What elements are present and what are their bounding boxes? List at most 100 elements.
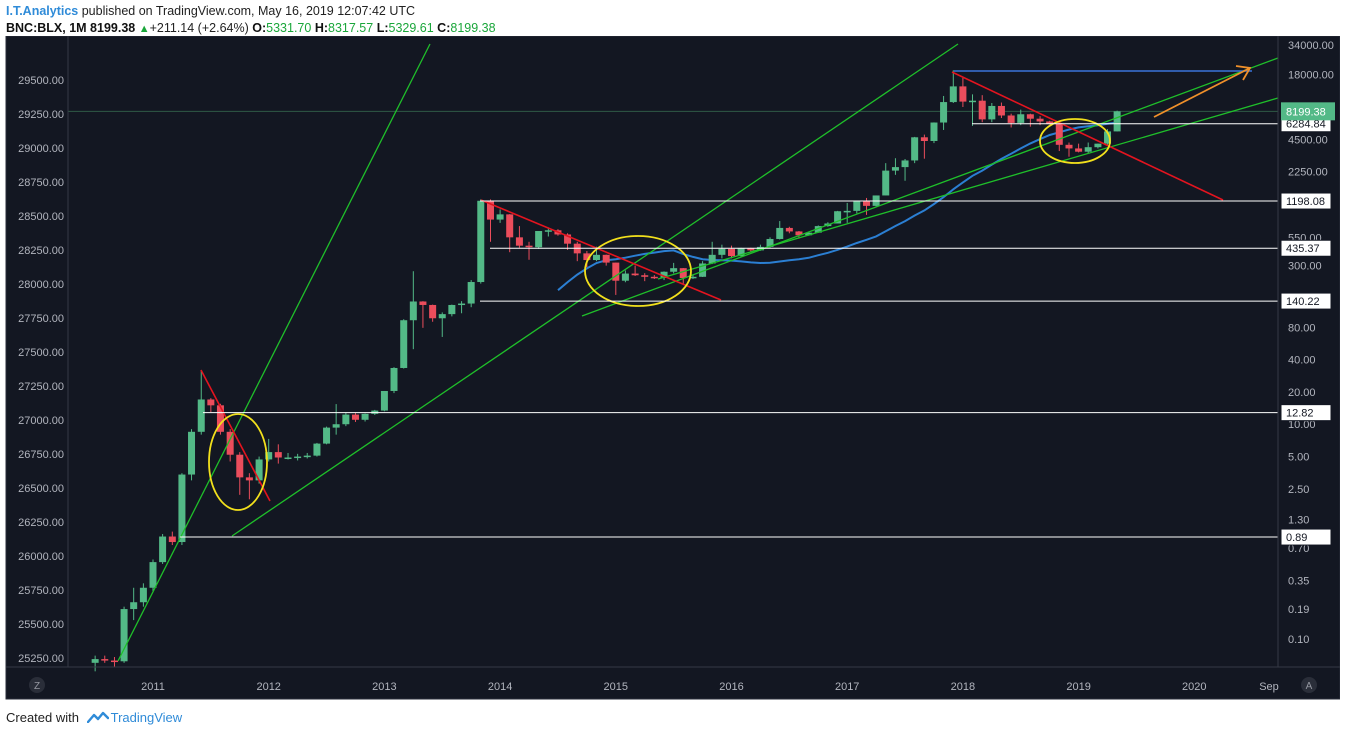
candle-down[interactable]	[1075, 148, 1083, 152]
candle-down[interactable]	[1046, 121, 1054, 124]
candle-up[interactable]	[1017, 114, 1025, 123]
candle-up[interactable]	[853, 201, 861, 211]
candle-down[interactable]	[1036, 118, 1044, 122]
candle-up[interactable]	[496, 214, 504, 220]
candle-down[interactable]	[631, 273, 639, 276]
candle-up[interactable]	[1094, 143, 1102, 148]
candle-down[interactable]	[978, 100, 986, 120]
candle-up[interactable]	[843, 210, 851, 213]
candle-up[interactable]	[814, 226, 822, 233]
candle-up[interactable]	[930, 122, 938, 142]
candle-up[interactable]	[467, 282, 475, 304]
candle-up[interactable]	[911, 137, 919, 161]
candle-up[interactable]	[689, 276, 697, 279]
candle-up[interactable]	[188, 431, 196, 475]
candle-down[interactable]	[863, 201, 871, 206]
candle-up[interactable]	[255, 459, 263, 481]
candle-up[interactable]	[91, 659, 99, 663]
candle-down[interactable]	[641, 275, 649, 277]
chart-area[interactable]: 29500.00 29250.00 29000.00 28750.00 28500.00…	[0, 36, 1340, 700]
candle-down[interactable]	[515, 237, 523, 246]
candle-up[interactable]	[1104, 131, 1112, 144]
candle-up[interactable]	[776, 227, 784, 239]
candle-up[interactable]	[323, 427, 331, 444]
candle-down[interactable]	[612, 262, 620, 281]
candle-down[interactable]	[997, 105, 1005, 116]
candle-down[interactable]	[650, 276, 658, 279]
candle-up[interactable]	[342, 414, 350, 425]
candle-up[interactable]	[294, 456, 302, 459]
candle-down[interactable]	[1065, 144, 1073, 149]
candle-up[interactable]	[940, 102, 948, 123]
candle-down[interactable]	[351, 414, 359, 420]
candle-down[interactable]	[101, 659, 109, 661]
candle-down[interactable]	[110, 660, 118, 663]
candle-up[interactable]	[766, 238, 774, 247]
candle-down[interactable]	[207, 399, 215, 406]
candle-down[interactable]	[419, 301, 427, 305]
candle-down[interactable]	[1026, 114, 1034, 119]
candle-up[interactable]	[390, 367, 398, 391]
tradingview-brand[interactable]: TradingView	[110, 710, 183, 725]
candle-up[interactable]	[400, 320, 408, 368]
candle-up[interactable]	[197, 399, 205, 432]
candle-up[interactable]	[409, 301, 417, 321]
candle-up[interactable]	[149, 562, 157, 588]
candle-up[interactable]	[660, 271, 668, 278]
candle-down[interactable]	[602, 254, 610, 263]
candle-up[interactable]	[361, 413, 369, 420]
candle-down[interactable]	[959, 86, 967, 102]
candle-up[interactable]	[1084, 147, 1092, 152]
candle-up[interactable]	[120, 609, 128, 662]
candle-down[interactable]	[168, 536, 176, 543]
left-corner-button[interactable]: Z	[29, 677, 45, 693]
candle-down[interactable]	[795, 231, 803, 236]
candle-up[interactable]	[988, 105, 996, 120]
candle-down[interactable]	[564, 234, 572, 244]
candle-up[interactable]	[834, 211, 842, 224]
right-corner-button[interactable]: A	[1301, 677, 1317, 693]
candle-up[interactable]	[969, 100, 977, 103]
candle-up[interactable]	[178, 474, 186, 543]
candle-up[interactable]	[737, 248, 745, 257]
candle-down[interactable]	[747, 248, 755, 251]
candle-up[interactable]	[621, 273, 629, 281]
candle-down[interactable]	[679, 268, 687, 278]
candle-down[interactable]	[274, 452, 282, 458]
candle-up[interactable]	[901, 160, 909, 168]
candle-up[interactable]	[535, 231, 543, 248]
candle-up[interactable]	[458, 303, 466, 306]
candle-down[interactable]	[506, 214, 514, 238]
candle-up[interactable]	[303, 455, 311, 458]
candle-up[interactable]	[159, 536, 167, 563]
candle-up[interactable]	[805, 232, 813, 236]
candle-down[interactable]	[920, 137, 928, 142]
candle-up[interactable]	[313, 443, 321, 456]
candle-up[interactable]	[670, 268, 678, 272]
candle-up[interactable]	[891, 167, 899, 171]
candle-up[interactable]	[332, 424, 340, 428]
candle-up[interactable]	[699, 263, 707, 277]
candle-down[interactable]	[429, 304, 437, 319]
candle-up[interactable]	[544, 230, 552, 232]
candle-down[interactable]	[583, 253, 591, 261]
candle-up[interactable]	[265, 452, 273, 460]
candle-down[interactable]	[728, 248, 735, 257]
candle-up[interactable]	[708, 254, 716, 264]
candle-down[interactable]	[1007, 115, 1015, 123]
candle-up[interactable]	[284, 457, 292, 459]
candle-down[interactable]	[226, 431, 234, 455]
candle-down[interactable]	[236, 454, 244, 478]
candle-up[interactable]	[592, 254, 600, 261]
candle-up[interactable]	[477, 200, 485, 283]
candle-up[interactable]	[949, 86, 957, 103]
candle-up[interactable]	[139, 587, 147, 603]
author-name[interactable]: I.T.Analytics	[6, 4, 79, 18]
candle-up[interactable]	[438, 314, 446, 319]
candle-up[interactable]	[1113, 111, 1121, 132]
candle-down[interactable]	[1055, 123, 1063, 145]
candle-down[interactable]	[245, 477, 253, 481]
candle-up[interactable]	[130, 602, 138, 610]
candle-down[interactable]	[785, 227, 793, 232]
candle-down[interactable]	[216, 405, 224, 432]
